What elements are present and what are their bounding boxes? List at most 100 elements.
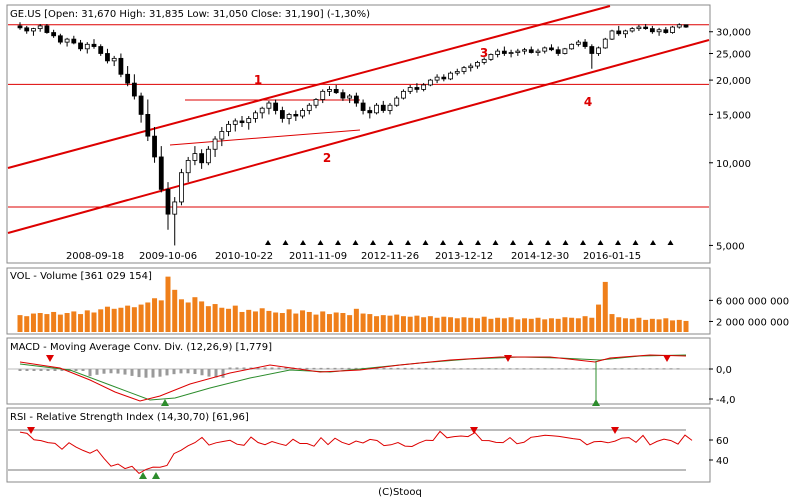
macd-histogram-bar bbox=[620, 368, 624, 370]
macd-tick-label: 0,0 bbox=[716, 365, 732, 376]
candle-body bbox=[71, 38, 77, 44]
macd-histogram-bar bbox=[473, 368, 477, 370]
candle bbox=[582, 39, 588, 49]
candle bbox=[535, 48, 541, 56]
candle bbox=[300, 108, 305, 119]
volume-bar bbox=[367, 314, 373, 332]
candle-body bbox=[629, 28, 635, 32]
volume-bar bbox=[380, 315, 386, 332]
price-axis: 30,000 25,000 20,000 15,000 10,000 5,000 bbox=[709, 28, 751, 252]
macd-histogram-bar bbox=[158, 369, 162, 377]
candle-body bbox=[360, 102, 366, 111]
dividend-marker bbox=[545, 240, 551, 245]
macd-buy-signal bbox=[592, 399, 600, 406]
macd-histogram-bar bbox=[74, 369, 78, 371]
candle bbox=[205, 146, 211, 166]
volume-bar bbox=[461, 317, 467, 332]
macd-histogram-bar bbox=[221, 369, 225, 378]
candle bbox=[118, 53, 124, 78]
candle bbox=[353, 92, 359, 107]
volume-bar bbox=[300, 310, 306, 332]
macd-histogram-bar bbox=[655, 368, 659, 370]
macd-histogram-bar bbox=[585, 368, 589, 370]
volume-bar bbox=[522, 318, 528, 332]
candle bbox=[562, 47, 568, 55]
macd-histogram-bar bbox=[648, 368, 652, 370]
macd-histogram-bar bbox=[550, 368, 554, 370]
candle-body bbox=[616, 30, 622, 35]
macd-histogram-bar bbox=[102, 369, 106, 374]
candle-body bbox=[219, 131, 225, 140]
macd-histogram-bar bbox=[431, 367, 435, 370]
macd-histogram-bar bbox=[571, 368, 575, 370]
candle-body bbox=[199, 153, 205, 164]
candle-body bbox=[31, 28, 36, 32]
macd-histogram-bar bbox=[186, 369, 190, 374]
candle bbox=[279, 106, 285, 123]
volume-bar bbox=[239, 311, 245, 332]
date-tick-label: 2010-10-22 bbox=[215, 251, 273, 262]
candle bbox=[616, 25, 622, 36]
candle bbox=[84, 42, 90, 54]
macd-histogram-bar bbox=[172, 369, 176, 375]
dividend-marker bbox=[457, 240, 464, 245]
candle bbox=[596, 46, 601, 56]
candle bbox=[515, 48, 521, 56]
candle bbox=[145, 99, 151, 142]
date-tick-label: 2009-10-06 bbox=[139, 251, 197, 262]
candle-body bbox=[17, 25, 23, 29]
candle bbox=[488, 53, 494, 61]
date-tick-label: 2016-01-15 bbox=[583, 251, 641, 262]
volume-bar bbox=[387, 315, 393, 332]
candle bbox=[172, 197, 178, 246]
volume-bar bbox=[394, 314, 400, 332]
candle-body bbox=[636, 26, 642, 30]
macd-histogram-bar bbox=[60, 369, 64, 371]
candle-body bbox=[266, 102, 272, 109]
volume-bar bbox=[575, 318, 581, 332]
macd-histogram-bar bbox=[641, 368, 645, 370]
macd-histogram-bar bbox=[466, 368, 470, 370]
volume-bar bbox=[656, 319, 662, 332]
volume-bar bbox=[111, 308, 117, 332]
dividend-marker bbox=[335, 240, 341, 245]
candle bbox=[131, 74, 137, 100]
price-layer: 1 2 3 4 bbox=[7, 5, 710, 246]
candle-body bbox=[670, 26, 675, 33]
macd-histogram-bar bbox=[312, 367, 316, 370]
candle-body bbox=[51, 32, 57, 37]
candle bbox=[57, 33, 63, 45]
volume-bar bbox=[548, 318, 554, 332]
volume-bar bbox=[118, 307, 124, 332]
candle bbox=[522, 47, 527, 55]
candle bbox=[246, 116, 252, 130]
candle bbox=[670, 25, 675, 34]
macd-histogram-bar bbox=[606, 368, 610, 370]
candle bbox=[475, 60, 480, 69]
macd-histogram-bar bbox=[109, 369, 113, 374]
candle bbox=[414, 83, 420, 93]
volume-bar bbox=[481, 316, 487, 332]
trend-line-0 bbox=[7, 5, 611, 169]
candle bbox=[602, 37, 608, 49]
volume-bar bbox=[515, 319, 521, 332]
candle bbox=[421, 83, 427, 92]
candle-body bbox=[239, 120, 245, 124]
macd-histogram-bar bbox=[32, 369, 36, 371]
candle-body bbox=[656, 29, 662, 33]
volume-bar bbox=[474, 318, 480, 332]
volume-bar bbox=[57, 314, 63, 332]
candle-body bbox=[575, 41, 581, 45]
price-tick-label: 30,000 bbox=[716, 28, 751, 39]
price-panel-title: GE.US [Open: 31,670 High: 31,835 Low: 31… bbox=[10, 9, 370, 20]
candle bbox=[542, 46, 548, 54]
candle-body bbox=[663, 29, 669, 33]
candle bbox=[64, 37, 70, 47]
volume-bar bbox=[414, 315, 420, 332]
candle bbox=[481, 57, 487, 65]
candle-body bbox=[172, 201, 178, 215]
dividend-marker bbox=[562, 240, 569, 245]
candle bbox=[623, 29, 628, 38]
volume-bar bbox=[232, 305, 238, 332]
